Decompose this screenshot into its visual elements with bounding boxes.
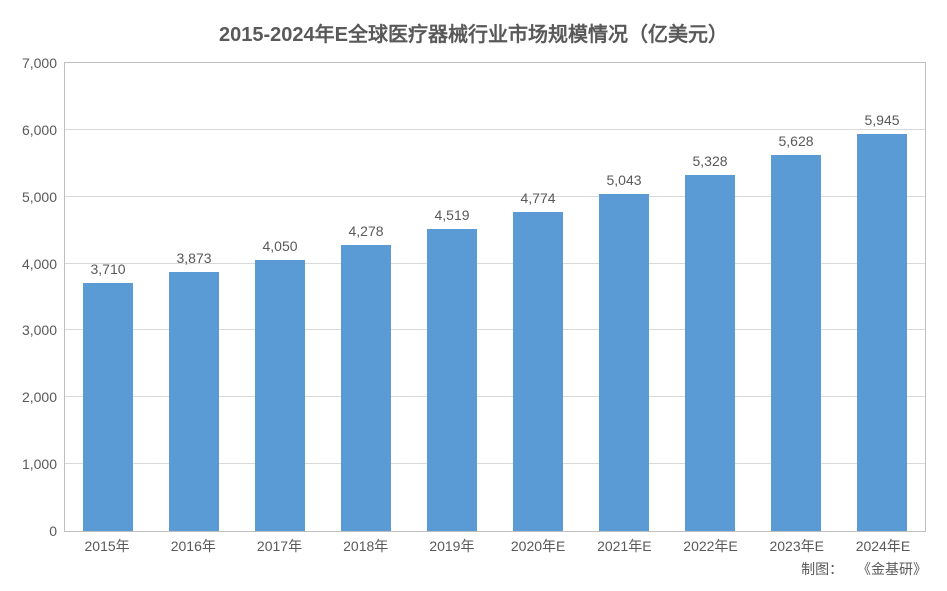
x-tick-label: 2020年E (495, 536, 581, 556)
chart-container: 2015-2024年E全球医疗器械行业市场规模情况（亿美元） 01,0002,0… (0, 0, 947, 591)
bar-value-label: 5,945 (864, 112, 899, 128)
bar: 4,519 (427, 229, 477, 531)
bar-slot: 5,328 (667, 63, 753, 531)
x-axis-labels: 2015年2016年2017年2018年2019年2020年E2021年E202… (64, 536, 926, 556)
bar: 4,278 (341, 245, 391, 531)
bar-slot: 3,710 (65, 63, 151, 531)
y-tick-label: 4,000 (22, 256, 57, 272)
bar-slot: 5,628 (753, 63, 839, 531)
bar-value-label: 5,328 (692, 153, 727, 169)
bar-slot: 4,278 (323, 63, 409, 531)
x-tick-label: 2017年 (236, 536, 322, 556)
bar-slot: 3,873 (151, 63, 237, 531)
bar-slot: 4,519 (409, 63, 495, 531)
bar: 3,873 (169, 272, 219, 531)
bar-value-label: 4,774 (520, 190, 555, 206)
bar-value-label: 3,873 (176, 250, 211, 266)
y-tick-label: 1,000 (22, 456, 57, 472)
credit-label: 制图： (801, 561, 843, 577)
bar: 3,710 (83, 283, 133, 531)
bar: 4,774 (513, 212, 563, 531)
bar-slot: 5,945 (839, 63, 925, 531)
bar-slot: 4,050 (237, 63, 323, 531)
x-tick-label: 2019年 (409, 536, 495, 556)
y-tick-label: 2,000 (22, 389, 57, 405)
bar-value-label: 5,043 (606, 172, 641, 188)
y-tick-label: 7,000 (22, 55, 57, 71)
chart-credit: 制图： 《金基研》 (801, 559, 927, 579)
x-tick-label: 2016年 (150, 536, 236, 556)
y-tick-label: 3,000 (22, 322, 57, 338)
credit-source: 《金基研》 (857, 561, 927, 577)
x-tick-label: 2018年 (323, 536, 409, 556)
y-tick-label: 6,000 (22, 122, 57, 138)
x-tick-label: 2023年E (754, 536, 840, 556)
bar: 5,628 (771, 155, 821, 531)
bar-value-label: 3,710 (90, 261, 125, 277)
x-tick-label: 2015年 (64, 536, 150, 556)
y-tick-label: 5,000 (22, 189, 57, 205)
bar-value-label: 4,278 (348, 223, 383, 239)
x-tick-label: 2022年E (667, 536, 753, 556)
plot-area: 01,0002,0003,0004,0005,0006,0007,000 3,7… (64, 62, 926, 532)
y-tick-label: 0 (49, 523, 57, 539)
bar-slot: 5,043 (581, 63, 667, 531)
x-tick-label: 2021年E (581, 536, 667, 556)
x-tick-label: 2024年E (840, 536, 926, 556)
bar: 5,945 (857, 134, 907, 531)
bar: 5,043 (599, 194, 649, 531)
bar-slot: 4,774 (495, 63, 581, 531)
bar: 5,328 (685, 175, 735, 531)
bars-row: 3,710 3,873 4,050 4,278 4,519 4,774 5,043 5,328… (65, 63, 925, 531)
chart-title: 2015-2024年E全球医疗器械行业市场规模情况（亿美元） (0, 0, 947, 47)
bar-value-label: 4,519 (434, 207, 469, 223)
bar-value-label: 4,050 (262, 238, 297, 254)
bar: 4,050 (255, 260, 305, 531)
bar-value-label: 5,628 (778, 133, 813, 149)
